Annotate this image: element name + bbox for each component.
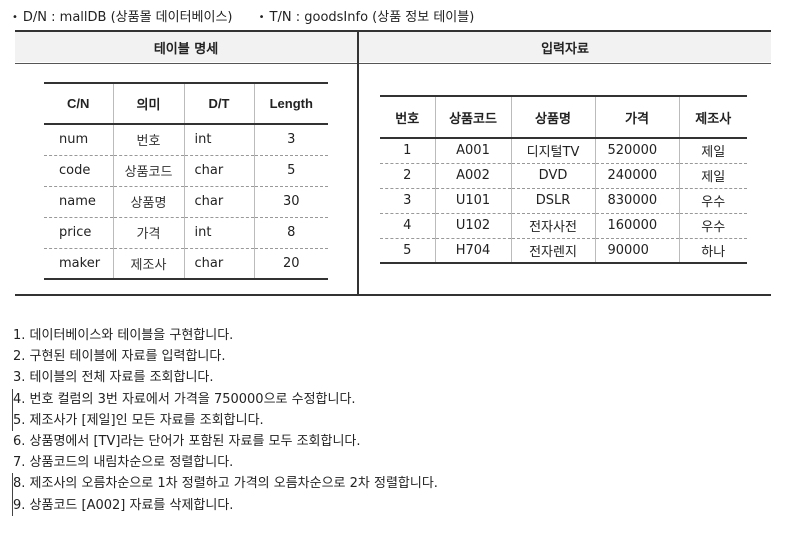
data-cell: 제일 [678, 163, 747, 189]
content-frame: 테이블 명세 입력자료 [15, 30, 771, 296]
data-cell: 520000 [594, 138, 679, 164]
data-cell: 하나 [678, 238, 747, 264]
task-item: 2. 구현된 테이블에 자료를 입력합니다. [13, 349, 226, 365]
data-cell: A002 [434, 163, 511, 189]
spec-header-cell: C/N [44, 82, 113, 125]
task-item: 3. 테이블의 전체 자료를 조회합니다. [13, 370, 214, 386]
data-cell: 4 [380, 213, 435, 239]
spec-row: name 상품명 char 30 [44, 186, 328, 218]
data-cell: 5 [380, 238, 435, 264]
spec-row: num 번호 int 3 [44, 124, 328, 156]
data-cell: 디지털TV [510, 138, 595, 164]
spec-cell: 8 [253, 217, 328, 249]
spec-header-cell: Length [253, 82, 328, 125]
spec-section-title: 테이블 명세 [153, 42, 219, 57]
spec-cell: 3 [253, 124, 328, 156]
data-row: 2 A002 DVD 240000 제일 [380, 163, 747, 189]
data-cell: A001 [434, 138, 511, 164]
data-section-title: 입력자료 [541, 42, 589, 57]
task-item: 4. 번호 컬럼의 3번 자료에서 가격을 750000으로 수정합니다. [12, 388, 438, 410]
spec-header-row: C/N 의미 D/T Length [44, 82, 328, 125]
data-cell: 전자렌지 [510, 238, 595, 264]
spec-cell: int [183, 124, 254, 156]
data-cell: 우수 [678, 213, 747, 239]
data-row: 4 U102 전자사전 160000 우수 [380, 213, 747, 239]
spec-cell: 5 [253, 155, 328, 187]
spec-cell: 20 [253, 248, 328, 280]
spec-cell: code [44, 155, 113, 187]
data-header-cell: 제조사 [678, 95, 747, 139]
spec-cell: 가격 [112, 217, 184, 249]
spec-cell: 상품명 [112, 186, 184, 218]
task-item: 9. 상품코드 [A002] 자료를 삭제합니다. [12, 494, 438, 516]
spec-row: price 가격 int 8 [44, 217, 328, 249]
spec-cell: char [183, 248, 254, 280]
db-name-item: • D/N : mallDB (상품몰 데이터베이스) [12, 6, 233, 25]
spec-cell: name [44, 186, 113, 218]
table-name-text: T/N : goodsInfo (상품 정보 테이블) [269, 10, 475, 25]
spec-cell: 번호 [112, 124, 184, 156]
data-cell: 1 [380, 138, 435, 164]
task-item: 7. 상품코드의 내림차순으로 정렬합니다. [13, 455, 234, 471]
spec-header-cell: D/T [183, 82, 254, 125]
data-cell: 160000 [594, 213, 679, 239]
data-cell: 전자사전 [510, 213, 595, 239]
spec-cell: 30 [253, 186, 328, 218]
data-row: 1 A001 디지털TV 520000 제일 [380, 138, 747, 164]
spec-row: code 상품코드 char 5 [44, 155, 328, 187]
spec-cell: char [183, 155, 254, 187]
data-cell: 830000 [594, 188, 679, 214]
data-cell: 2 [380, 163, 435, 189]
header-line: • D/N : mallDB (상품몰 데이터베이스) • T/N : goodsI… [12, 6, 496, 25]
data-cell: H704 [434, 238, 511, 264]
data-cell: U101 [434, 188, 511, 214]
data-table: 번호 상품코드 상품명 가격 제조사 1 A001 디지털TV 520000 제… [380, 95, 747, 264]
spec-cell: char [183, 186, 254, 218]
data-cell: U102 [434, 213, 511, 239]
spec-cell: 제조사 [112, 248, 184, 280]
task-item: 1. 데이터베이스와 테이블을 구현합니다. [13, 328, 234, 343]
spec-cell: price [44, 217, 113, 249]
task-item: 6. 상품명에서 [TV]라는 단어가 포함된 자료를 모두 조회합니다. [13, 434, 361, 450]
frame-top-border [15, 30, 771, 32]
spec-cell: maker [44, 248, 113, 280]
spec-table: C/N 의미 D/T Length num 번호 int 3 code 상품코드… [44, 82, 328, 280]
data-cell: 90000 [594, 238, 679, 264]
data-cell: 3 [380, 188, 435, 214]
task-item: 8. 제조사의 오름차순으로 1차 정렬하고 가격의 오름차순으로 2차 정렬합… [12, 473, 438, 495]
frame-divider [357, 30, 359, 296]
data-cell: DSLR [510, 188, 595, 214]
data-cell: 240000 [594, 163, 679, 189]
data-row: 5 H704 전자렌지 90000 하나 [380, 238, 747, 264]
data-header-cell: 상품코드 [434, 95, 511, 139]
task-item: 5. 제조사가 [제일]인 모든 자료를 조회합니다. [12, 409, 438, 432]
bullet-icon: • [12, 12, 18, 23]
spec-row: maker 제조사 char 20 [44, 248, 328, 280]
db-name-text: D/N : mallDB (상품몰 데이터베이스) [22, 10, 233, 25]
task-list: 1. 데이터베이스와 테이블을 구현합니다. 2. 구현된 테이블에 자료를 입… [12, 325, 438, 516]
frame-header-border [15, 63, 771, 64]
data-header-cell: 번호 [380, 95, 435, 139]
frame-header-band [15, 32, 771, 62]
spec-cell: 상품코드 [112, 155, 184, 187]
data-cell: 우수 [678, 188, 747, 214]
data-header-row: 번호 상품코드 상품명 가격 제조사 [380, 95, 747, 139]
data-header-cell: 가격 [594, 95, 679, 139]
data-row: 3 U101 DSLR 830000 우수 [380, 188, 747, 214]
table-name-item: • T/N : goodsInfo (상품 정보 테이블) [259, 6, 475, 25]
bullet-icon: • [258, 12, 265, 23]
data-cell: 제일 [678, 138, 747, 164]
frame-bottom-border [15, 294, 771, 296]
spec-header-cell: 의미 [112, 82, 184, 125]
spec-cell: int [183, 217, 254, 249]
data-cell: DVD [510, 163, 595, 189]
data-header-cell: 상품명 [510, 95, 595, 139]
spec-cell: num [44, 124, 113, 156]
